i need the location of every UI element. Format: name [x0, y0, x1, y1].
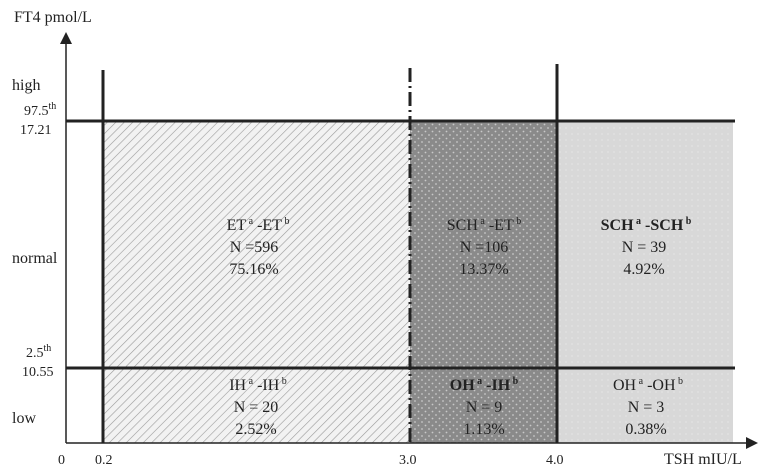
- svg-text:OH a -OH b: OH a -OH b: [613, 376, 683, 394]
- region-sch-sch: [557, 121, 733, 368]
- x-origin-label: 0: [58, 453, 65, 468]
- band-label-high: high: [12, 77, 40, 94]
- cell-et-et-n: N =596: [230, 239, 279, 256]
- upper-value-label: 17.21: [20, 123, 52, 138]
- cell-sch-et: SCH a -ET b N =106 13.37%: [447, 216, 521, 278]
- x-tick-4-0: 4.0: [546, 453, 564, 468]
- svg-text:SCH a -ET b: SCH a -ET b: [447, 216, 521, 234]
- svg-text:ET a -ET b: ET a -ET b: [227, 216, 290, 234]
- region-et-et: [103, 121, 410, 368]
- cell-oh-ih: OH a -IH b N = 9 1.13%: [450, 376, 519, 438]
- cell-oh-ih-pct: 1.13%: [463, 421, 504, 438]
- band-label-low: low: [12, 410, 36, 427]
- cell-sch-sch-n: N = 39: [622, 239, 667, 256]
- region-sch-et: [410, 121, 557, 368]
- svg-text:IH a -IH b: IH a -IH b: [229, 376, 287, 394]
- y-axis-title: FT4 pmol/L: [14, 9, 92, 26]
- upper-percentile-label: 97.5th: [24, 101, 56, 119]
- cell-sch-et-pct: 13.37%: [459, 261, 508, 278]
- cell-oh-oh-pct: 0.38%: [625, 421, 666, 438]
- cell-oh-ih-n: N = 9: [466, 399, 503, 416]
- cell-oh-oh-n: N = 3: [628, 399, 665, 416]
- cell-ih-ih: IH a -IH b N = 20 2.52%: [229, 376, 287, 438]
- cell-ih-ih-pct: 2.52%: [235, 421, 276, 438]
- cell-et-et-pct: 75.16%: [229, 261, 278, 278]
- cell-ih-ih-n: N = 20: [234, 399, 279, 416]
- region-ih-ih: [103, 368, 410, 443]
- cell-sch-sch-pct: 4.92%: [623, 261, 664, 278]
- x-axis-title: TSH mIU/L: [664, 451, 742, 468]
- lower-value-label: 10.55: [22, 365, 54, 380]
- lower-percentile-label: 2.5th: [26, 343, 51, 361]
- svg-text:OH a -IH b: OH a -IH b: [450, 376, 519, 394]
- region-oh-ih: [410, 368, 557, 443]
- x-tick-3-0: 3.0: [399, 453, 417, 468]
- cell-sch-sch: SCH a -SCH b N = 39 4.92%: [601, 216, 692, 278]
- cell-oh-oh: OH a -OH b N = 3 0.38%: [613, 376, 683, 438]
- x-tick-0-2: 0.2: [95, 453, 113, 468]
- region-oh-oh: [557, 368, 733, 443]
- cell-et-et: ET a -ET b N =596 75.16%: [227, 216, 290, 278]
- cell-sch-et-n: N =106: [460, 239, 509, 256]
- svg-text:SCH a -SCH b: SCH a -SCH b: [601, 216, 692, 234]
- band-label-normal: normal: [12, 250, 58, 267]
